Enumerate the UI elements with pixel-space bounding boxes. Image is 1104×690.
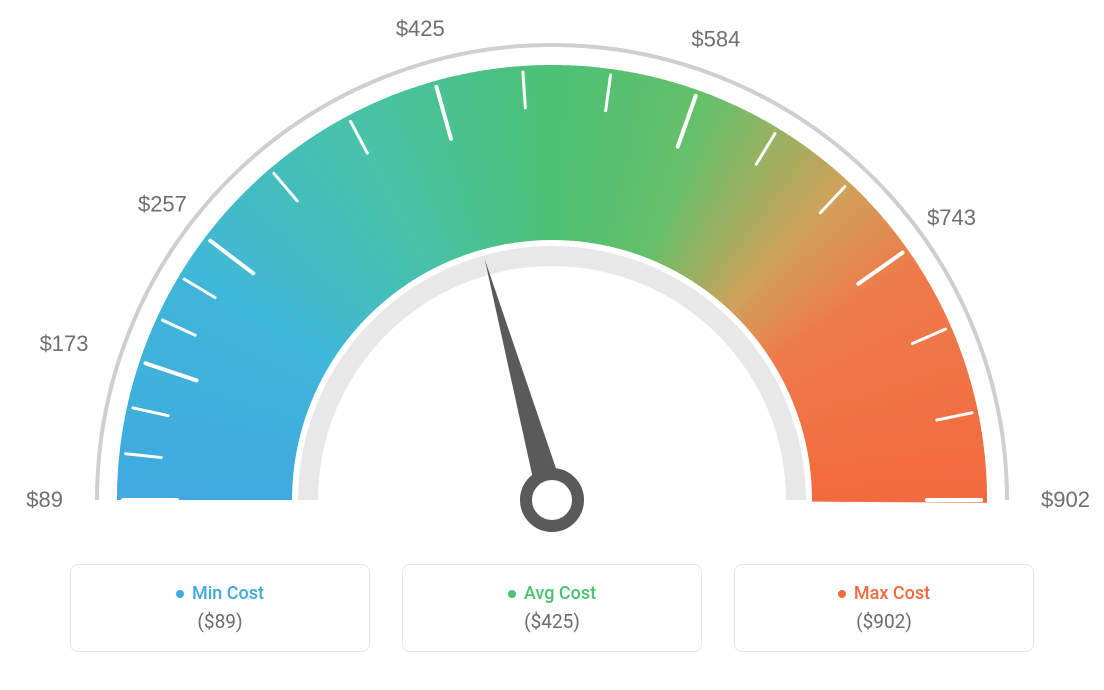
legend-avg-value: ($425) [524,610,580,633]
gauge-svg: $89 $173 $257 $425 $584 $743 $902 [0,0,1104,560]
legend-min-label: Min Cost [192,583,264,604]
legend-max-top: Max Cost [838,583,930,604]
legend-card-avg: Avg Cost ($425) [402,564,702,652]
legend-min-dot [176,590,184,598]
gauge-scale-label: $257 [138,191,187,216]
cost-gauge-chart: $89 $173 $257 $425 $584 $743 $902 Min Cost ($8… [0,0,1104,690]
legend-max-value: ($902) [856,610,912,633]
gauge-needle-hub [526,474,578,526]
gauge-scale-label: $173 [40,331,89,356]
legend-avg-label: Avg Cost [524,583,596,604]
gauge-scale-label: $89 [26,487,63,512]
gauge-area: $89 $173 $257 $425 $584 $743 $902 [0,0,1104,560]
legend-max-label: Max Cost [854,583,930,604]
legend-min-top: Min Cost [176,583,264,604]
legend-card-max: Max Cost ($902) [734,564,1034,652]
legend-avg-top: Avg Cost [508,583,596,604]
gauge-scale-label: $902 [1041,487,1090,512]
legend-row: Min Cost ($89) Avg Cost ($425) Max Cost … [0,564,1104,652]
legend-max-dot [838,590,846,598]
legend-min-value: ($89) [197,610,242,633]
gauge-scale-label: $584 [691,26,740,51]
gauge-scale-label: $743 [927,205,976,230]
legend-avg-dot [508,590,516,598]
gauge-needle [485,259,566,504]
gauge-scale-label: $425 [396,16,445,41]
legend-card-min: Min Cost ($89) [70,564,370,652]
